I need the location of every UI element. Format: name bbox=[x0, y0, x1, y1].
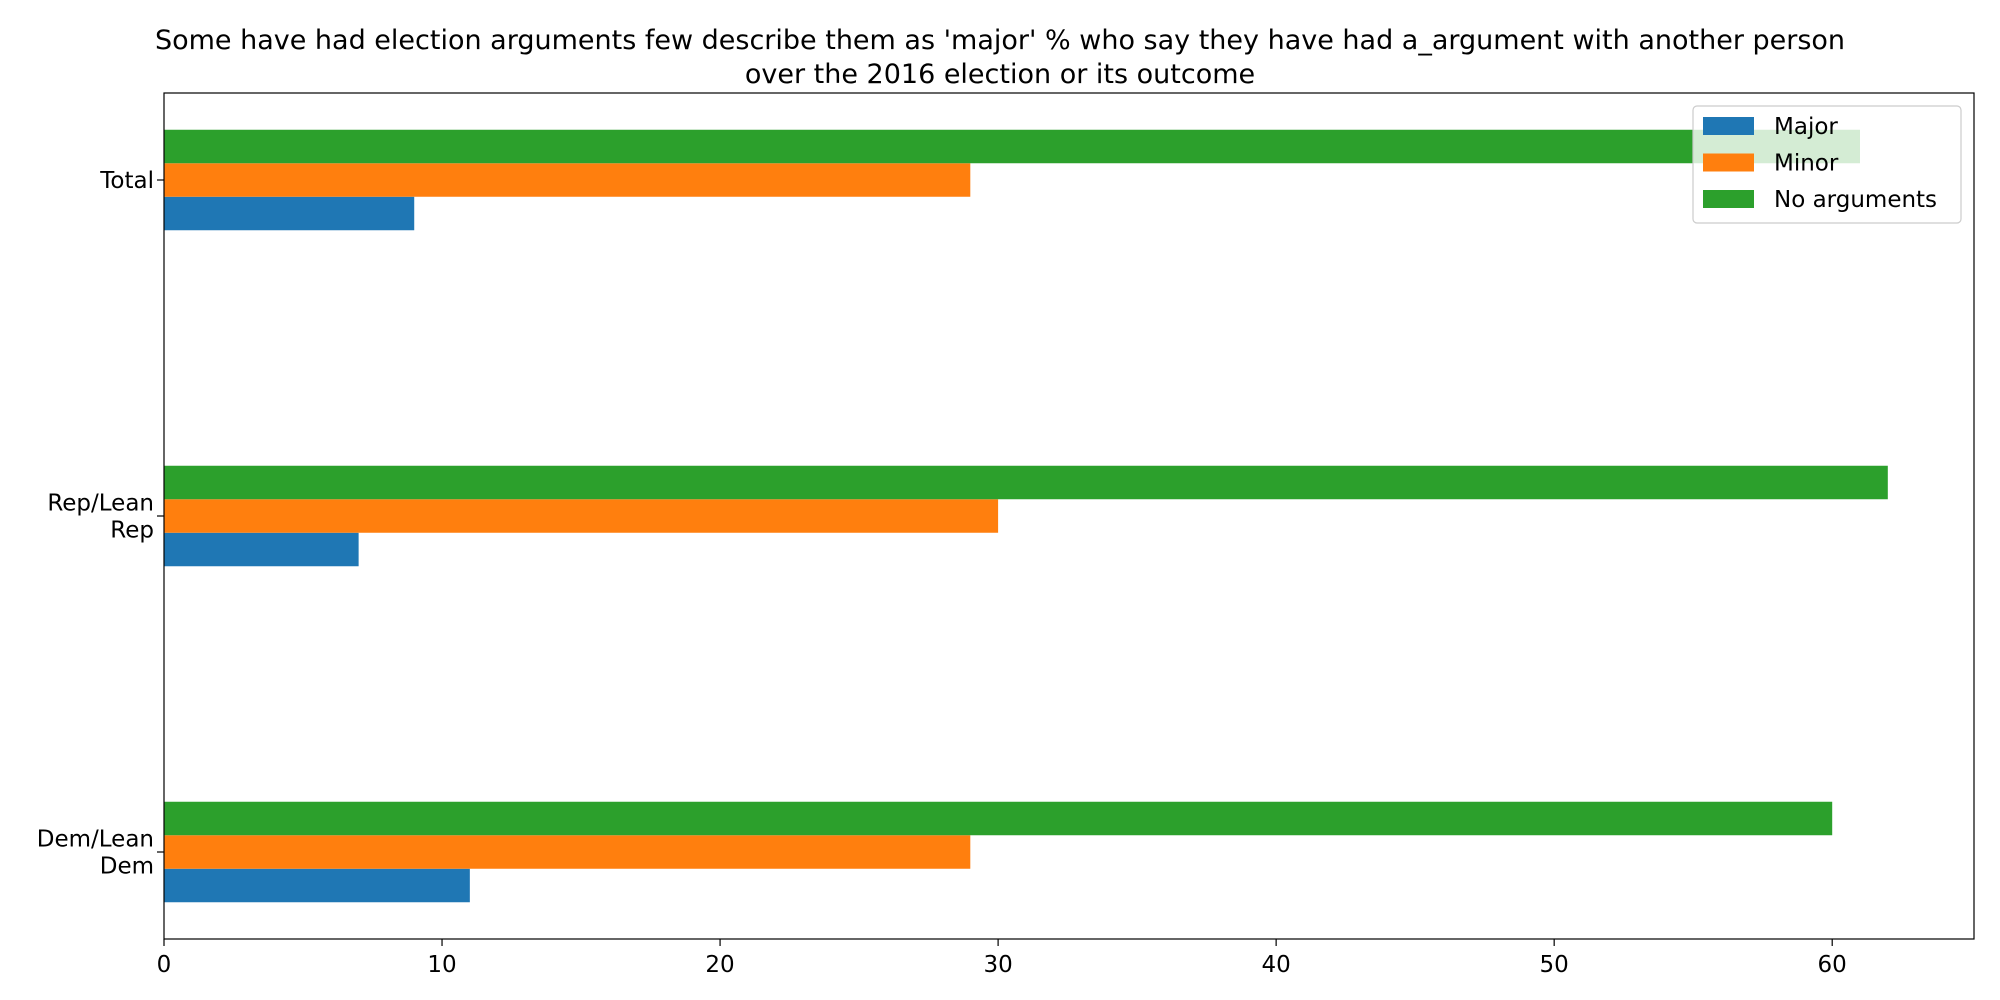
legend-box bbox=[1692, 105, 1962, 224]
x-tick-label: 60 bbox=[1818, 952, 1847, 978]
bar-minor-dem-lean-dem bbox=[164, 835, 971, 869]
bars bbox=[164, 129, 1888, 903]
y-tick-label: Dem bbox=[100, 854, 154, 880]
legend-swatch-major bbox=[1703, 117, 1754, 135]
y-tick-label: Rep/Lean bbox=[47, 491, 154, 517]
y-tick-label: Total bbox=[99, 168, 154, 194]
x-tick-label: 0 bbox=[157, 952, 172, 978]
x-tick-label: 30 bbox=[983, 952, 1012, 978]
legend-label-no-arguments: No arguments bbox=[1774, 187, 1937, 213]
bar-minor-rep-lean-rep bbox=[164, 499, 999, 533]
y-tick-label: Rep bbox=[110, 518, 154, 544]
legend-label-major: Major bbox=[1774, 114, 1838, 140]
bar-major-dem-lean-dem bbox=[164, 868, 470, 903]
legend: Major Minor No arguments bbox=[1692, 105, 1962, 224]
chart-title: Some have had election arguments few des… bbox=[155, 25, 1845, 90]
x-tick-label: 40 bbox=[1261, 952, 1290, 978]
legend-swatch-no-arguments bbox=[1703, 190, 1754, 208]
x-tick-label: 10 bbox=[427, 952, 456, 978]
bar-no-arguments-total bbox=[164, 129, 1861, 164]
x-tick-label: 50 bbox=[1540, 952, 1569, 978]
chart-title-line-2: over the 2016 election or its outcome bbox=[745, 59, 1255, 90]
chart-title-line-1: Some have had election arguments few des… bbox=[155, 25, 1845, 56]
bar-major-rep-lean-rep bbox=[164, 532, 359, 567]
bar-no-arguments-dem-lean-dem bbox=[164, 801, 1833, 836]
bar-minor-total bbox=[164, 163, 971, 197]
x-tick-label: 20 bbox=[705, 952, 734, 978]
y-tick-label: Dem/Lean bbox=[37, 827, 154, 853]
bar-major-total bbox=[164, 196, 415, 231]
legend-swatch-minor bbox=[1703, 153, 1754, 172]
bar-no-arguments-rep-lean-rep bbox=[164, 465, 1888, 500]
legend-label-minor: Minor bbox=[1774, 151, 1839, 177]
